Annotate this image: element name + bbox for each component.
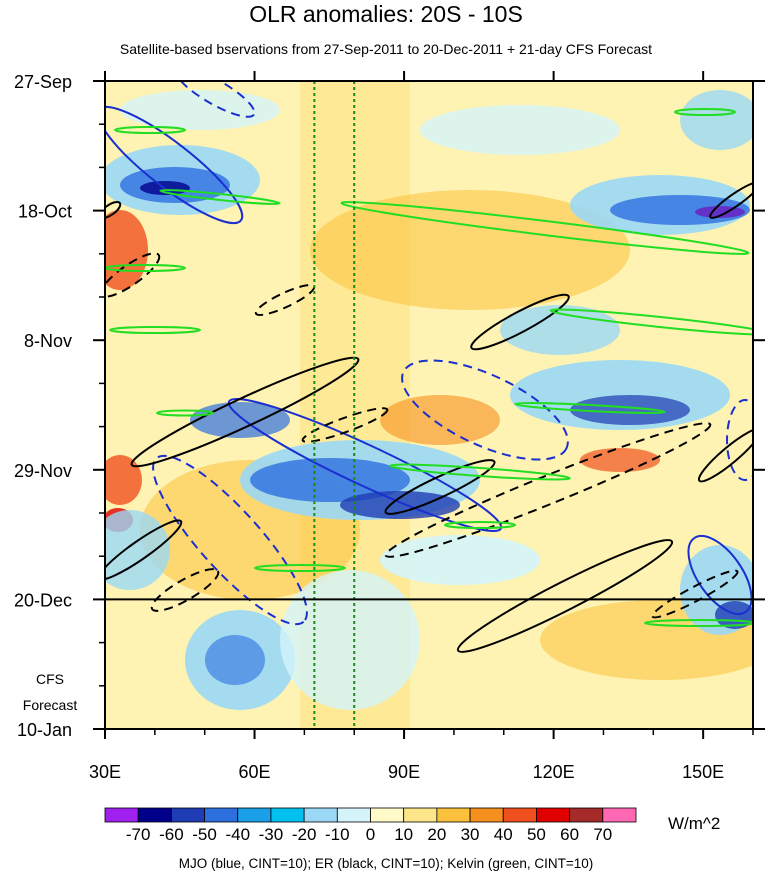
- y-tick-label: 8-Nov: [24, 331, 72, 351]
- colorbar-label: 60: [560, 825, 579, 844]
- colorbar-swatch: [370, 807, 405, 823]
- colorbar-swatch: [536, 807, 571, 823]
- colorbar-label: -70: [126, 825, 151, 844]
- reference-longitude-lines: [313, 81, 356, 729]
- x-tick-label: 90E: [388, 762, 420, 782]
- colorbar-swatch: [602, 807, 637, 823]
- colorbar-label: -60: [159, 825, 184, 844]
- y-axis: 27-Sep 18-Oct 8-Nov 29-Nov 20-Dec 10-Jan: [14, 72, 765, 740]
- colorbar-label: 70: [593, 825, 612, 844]
- kelvin-contours: [105, 108, 753, 627]
- colorbar-label: 30: [461, 825, 480, 844]
- colorbar-label: -20: [292, 825, 317, 844]
- colorbar-label: 40: [494, 825, 513, 844]
- colorbar-units: W/m^2: [668, 814, 721, 833]
- colorbar-swatch: [204, 807, 239, 823]
- colorbar-label: -40: [225, 825, 250, 844]
- colorbar-swatch: [469, 807, 504, 823]
- colorbar-label: -30: [259, 825, 284, 844]
- x-tick-label: 60E: [239, 762, 271, 782]
- colorbar-swatch: [303, 807, 338, 823]
- chart-subtitle: Satellite-based bservations from 27-Sep-…: [119, 41, 653, 57]
- mjo-contours: [105, 81, 753, 626]
- x-tick-label: 120E: [533, 762, 575, 782]
- x-axis: 30E 60E 90E 120E 150E: [89, 71, 754, 782]
- forecast-label: CFS Forecast: [22, 671, 78, 713]
- colorbar-label: 50: [527, 825, 546, 844]
- colorbar-swatch: [569, 807, 604, 823]
- colorbar-swatch: [104, 807, 139, 823]
- colorbar-swatch: [336, 807, 371, 823]
- contour-legend-note: MJO (blue, CINT=10); ER (black, CINT=10)…: [178, 856, 594, 871]
- y-tick-label: 20-Dec: [14, 590, 72, 610]
- colorbar-swatch: [170, 807, 205, 823]
- colorbar-label: 0: [366, 825, 375, 844]
- y-tick-label: 27-Sep: [14, 72, 72, 92]
- colorbar-swatch: [237, 807, 272, 823]
- colorbar-swatch: [502, 807, 537, 823]
- colorbar-label: 20: [427, 825, 446, 844]
- colorbar: -70 -60 -50 -40 -30 -20 -10 0 10 20 30 40 50 60 70: [104, 807, 637, 844]
- y-tick-label: 29-Nov: [14, 461, 72, 481]
- colorbar-swatch: [137, 807, 172, 823]
- colorbar-label: 10: [394, 825, 413, 844]
- x-tick-label: 30E: [89, 762, 121, 782]
- olr-anomaly-field: [105, 81, 753, 729]
- y-tick-label: 10-Jan: [17, 720, 72, 740]
- colorbar-label: -10: [325, 825, 350, 844]
- colorbar-swatch: [270, 807, 305, 823]
- chart-title: OLR anomalies: 20S - 10S: [249, 1, 523, 27]
- x-tick-label: 150E: [682, 762, 724, 782]
- colorbar-swatch: [403, 807, 438, 823]
- colorbar-swatch: [436, 807, 471, 823]
- y-tick-label: 18-Oct: [18, 202, 72, 222]
- plot-frame: [104, 80, 754, 730]
- colorbar-label: -50: [192, 825, 217, 844]
